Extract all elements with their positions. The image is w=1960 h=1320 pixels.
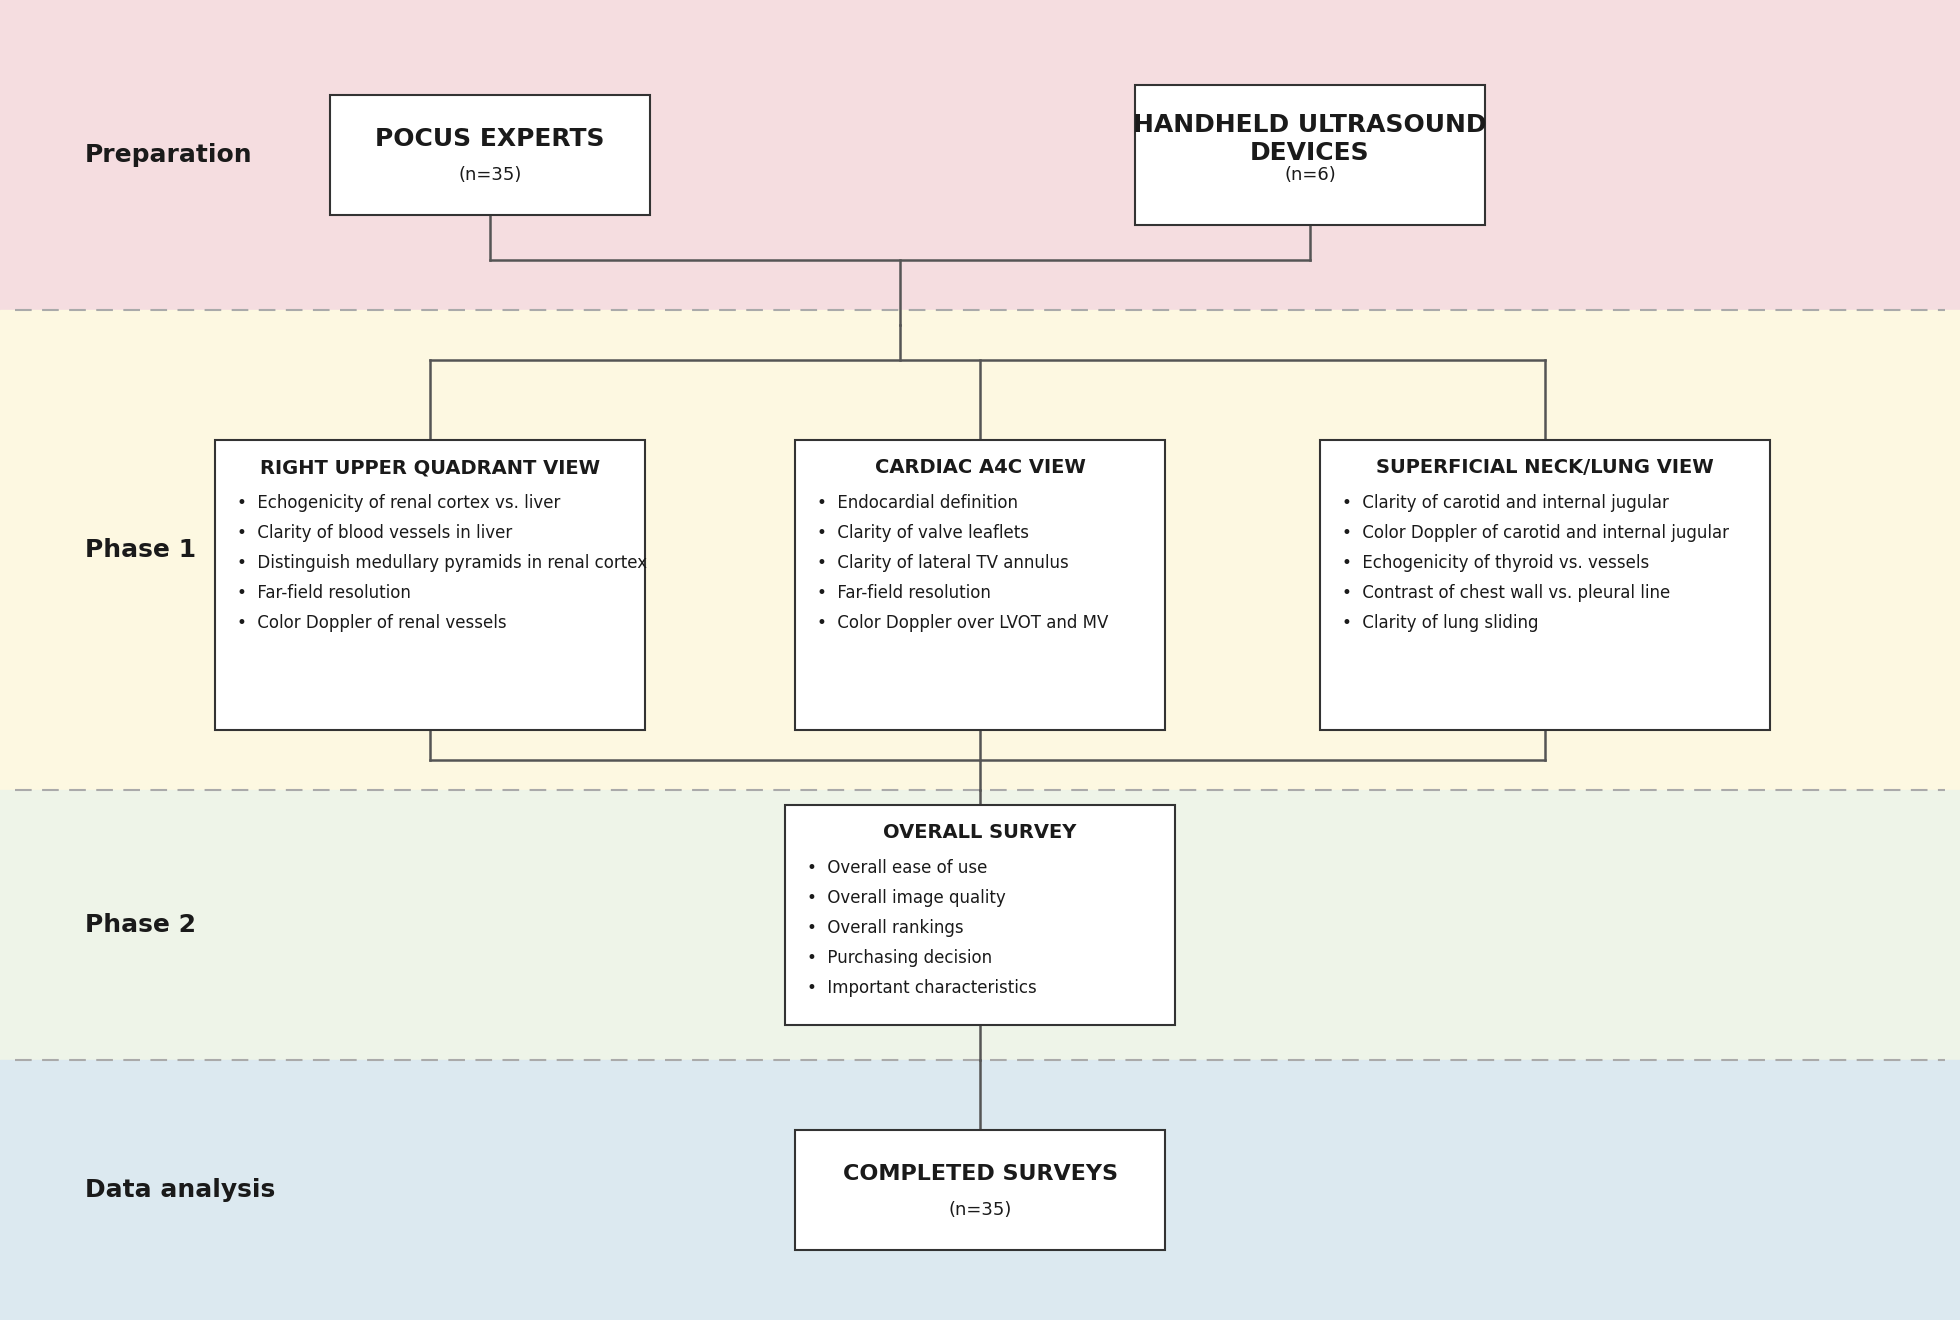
FancyBboxPatch shape — [1319, 440, 1770, 730]
FancyBboxPatch shape — [786, 805, 1174, 1026]
Text: •  Important characteristics: • Important characteristics — [808, 979, 1037, 997]
Text: •  Clarity of carotid and internal jugular: • Clarity of carotid and internal jugula… — [1343, 494, 1668, 512]
Text: •  Contrast of chest wall vs. pleural line: • Contrast of chest wall vs. pleural lin… — [1343, 583, 1670, 602]
Text: Phase 2: Phase 2 — [84, 913, 196, 937]
FancyBboxPatch shape — [329, 95, 651, 215]
Text: •  Clarity of lateral TV annulus: • Clarity of lateral TV annulus — [817, 554, 1068, 572]
Text: (n=35): (n=35) — [949, 1201, 1011, 1218]
Text: •  Endocardial definition: • Endocardial definition — [817, 494, 1017, 512]
Text: •  Overall image quality: • Overall image quality — [808, 888, 1005, 907]
FancyBboxPatch shape — [796, 440, 1164, 730]
Text: Phase 1: Phase 1 — [84, 539, 196, 562]
Text: •  Echogenicity of thyroid vs. vessels: • Echogenicity of thyroid vs. vessels — [1343, 554, 1648, 572]
Bar — [0, 1060, 1960, 1320]
Text: •  Far-field resolution: • Far-field resolution — [237, 583, 412, 602]
Text: COMPLETED SURVEYS: COMPLETED SURVEYS — [843, 1164, 1117, 1184]
Text: Data analysis: Data analysis — [84, 1177, 274, 1203]
Text: POCUS EXPERTS: POCUS EXPERTS — [374, 127, 606, 150]
Text: •  Echogenicity of renal cortex vs. liver: • Echogenicity of renal cortex vs. liver — [237, 494, 561, 512]
Text: (n=35): (n=35) — [459, 166, 521, 183]
Text: •  Color Doppler over LVOT and MV: • Color Doppler over LVOT and MV — [817, 614, 1107, 632]
Text: OVERALL SURVEY: OVERALL SURVEY — [884, 822, 1076, 842]
Text: •  Clarity of valve leaflets: • Clarity of valve leaflets — [817, 524, 1029, 543]
Bar — [0, 310, 1960, 789]
Text: •  Purchasing decision: • Purchasing decision — [808, 949, 992, 968]
Text: •  Clarity of blood vessels in liver: • Clarity of blood vessels in liver — [237, 524, 512, 543]
Text: CARDIAC A4C VIEW: CARDIAC A4C VIEW — [874, 458, 1086, 477]
FancyBboxPatch shape — [796, 1130, 1164, 1250]
FancyBboxPatch shape — [1135, 84, 1486, 224]
Text: SUPERFICIAL NECK/LUNG VIEW: SUPERFICIAL NECK/LUNG VIEW — [1376, 458, 1713, 477]
Text: RIGHT UPPER QUADRANT VIEW: RIGHT UPPER QUADRANT VIEW — [261, 458, 600, 477]
FancyBboxPatch shape — [216, 440, 645, 730]
Text: •  Color Doppler of carotid and internal jugular: • Color Doppler of carotid and internal … — [1343, 524, 1729, 543]
Text: (n=6): (n=6) — [1284, 166, 1337, 183]
Text: HANDHELD ULTRASOUND
DEVICES: HANDHELD ULTRASOUND DEVICES — [1133, 114, 1488, 165]
Text: •  Color Doppler of renal vessels: • Color Doppler of renal vessels — [237, 614, 506, 632]
Text: •  Far-field resolution: • Far-field resolution — [817, 583, 992, 602]
Text: •  Clarity of lung sliding: • Clarity of lung sliding — [1343, 614, 1539, 632]
Bar — [0, 789, 1960, 1060]
Text: Preparation: Preparation — [84, 143, 253, 168]
Text: •  Overall rankings: • Overall rankings — [808, 919, 964, 937]
Text: •  Overall ease of use: • Overall ease of use — [808, 859, 988, 876]
Text: •  Distinguish medullary pyramids in renal cortex: • Distinguish medullary pyramids in rena… — [237, 554, 647, 572]
Bar — [0, 0, 1960, 310]
